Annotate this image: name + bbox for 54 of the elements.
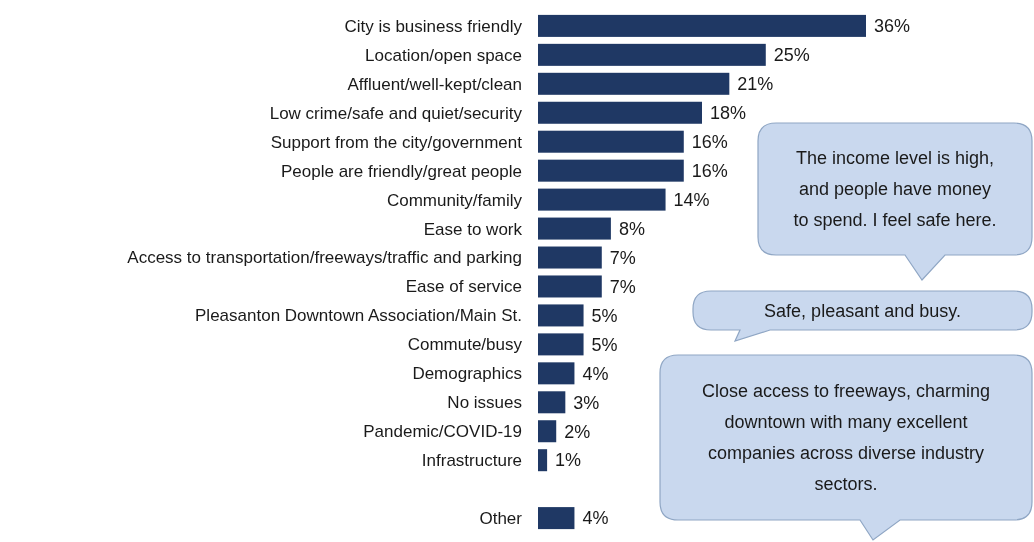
y-tick-label: Other bbox=[479, 509, 523, 529]
y-tick-label: City is business friendly bbox=[344, 16, 523, 36]
data-label: 1% bbox=[555, 450, 582, 471]
y-tick-label: Support from the city/government bbox=[270, 132, 523, 152]
bar bbox=[538, 188, 666, 211]
y-tick-label: Ease of service bbox=[405, 277, 522, 297]
data-label: 18% bbox=[710, 103, 747, 124]
bar bbox=[538, 246, 602, 269]
annotation: The income level is high, and people have money to spend. I feel safe here. bbox=[793, 148, 997, 231]
data-label: 16% bbox=[691, 132, 728, 153]
annotation: Close access to freeways, charming downtown with many excellent companies across diverse industry sectors. bbox=[701, 381, 991, 495]
y-tick-label: Affluent/well-kept/clean bbox=[347, 74, 522, 94]
bar bbox=[538, 362, 575, 385]
bar bbox=[538, 304, 584, 327]
bar bbox=[538, 130, 684, 153]
y-tick-label: Pleasanton Downtown Association/Main St. bbox=[195, 306, 522, 326]
bar bbox=[538, 159, 684, 182]
bar bbox=[538, 101, 702, 124]
y-tick-label: Location/open space bbox=[365, 45, 522, 65]
data-label: 14% bbox=[673, 189, 710, 210]
data-label: 5% bbox=[591, 334, 618, 355]
data-label: 4% bbox=[582, 508, 609, 529]
y-tick-label: No issues bbox=[447, 393, 522, 413]
data-label: 4% bbox=[582, 363, 609, 384]
data-label: 36% bbox=[874, 16, 911, 37]
data-label: 8% bbox=[618, 218, 645, 239]
bar bbox=[538, 507, 575, 530]
y-tick-label: People are friendly/great people bbox=[281, 161, 522, 181]
data-label: 7% bbox=[609, 276, 636, 297]
bar bbox=[538, 420, 557, 443]
data-label: 7% bbox=[609, 247, 636, 268]
y-tick-label: Commute/busy bbox=[407, 335, 523, 355]
bar bbox=[538, 333, 584, 356]
bar bbox=[538, 14, 866, 37]
bar bbox=[538, 449, 548, 472]
data-label: 16% bbox=[691, 160, 728, 181]
y-tick-label: Pandemic/COVID-19 bbox=[363, 422, 522, 442]
data-label: 25% bbox=[773, 45, 810, 66]
annotation: Safe, pleasant and busy. bbox=[764, 300, 961, 321]
data-label: 21% bbox=[737, 74, 774, 95]
y-tick-label: Infrastructure bbox=[421, 451, 522, 471]
y-tick-label: Access to transportation/freeways/traffic and parking bbox=[127, 248, 522, 268]
bar bbox=[538, 43, 766, 66]
y-tick-label: Ease to work bbox=[423, 219, 523, 239]
data-label: 2% bbox=[564, 421, 591, 442]
data-label: 3% bbox=[573, 392, 600, 413]
y-tick-label: Low crime/safe and quiet/security bbox=[269, 103, 523, 123]
bar bbox=[538, 217, 611, 240]
bar bbox=[538, 275, 602, 298]
y-tick-label: Demographics bbox=[412, 364, 522, 384]
bar bbox=[538, 391, 566, 414]
bar bbox=[538, 72, 730, 95]
y-tick-label: Community/family bbox=[386, 190, 523, 210]
data-label: 5% bbox=[591, 305, 618, 326]
